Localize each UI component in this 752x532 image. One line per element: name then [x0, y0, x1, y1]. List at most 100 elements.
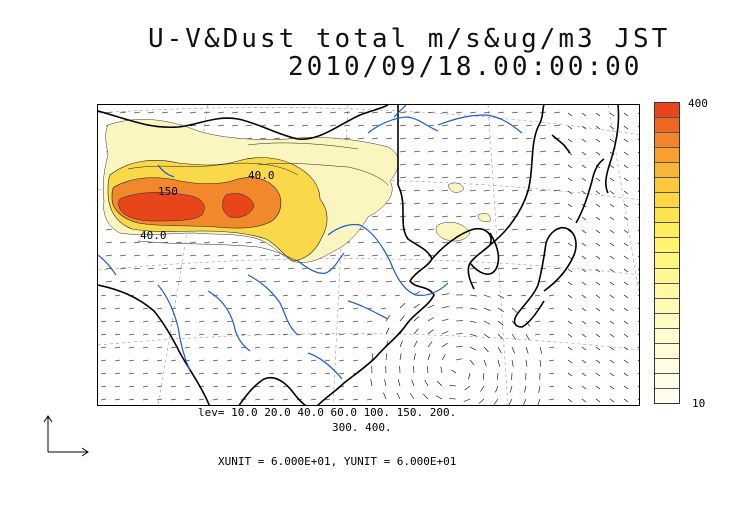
wind-vector	[424, 379, 429, 387]
wind-vector	[310, 320, 317, 323]
wind-vector	[595, 385, 601, 390]
colorbar-cell	[655, 388, 679, 403]
wind-vector	[469, 294, 477, 297]
wind-vector	[534, 320, 541, 323]
wind-vector	[511, 241, 519, 244]
wind-vector	[170, 294, 177, 297]
wind-vector	[637, 164, 639, 167]
wind-vector	[217, 254, 225, 257]
wind-vector	[396, 392, 401, 400]
wind-vector	[217, 267, 225, 270]
wind-vector	[637, 229, 639, 232]
wind-vector	[413, 228, 421, 231]
wind-vector	[567, 333, 573, 338]
wind-vector	[497, 294, 505, 299]
wind-vector	[371, 241, 379, 244]
wind-vector	[441, 176, 449, 179]
colorbar-cell	[655, 103, 679, 119]
wind-vector	[539, 241, 547, 244]
wind-vector	[133, 280, 141, 283]
wind-vector	[385, 202, 393, 205]
wind-vector	[637, 281, 639, 284]
wind-vector	[427, 329, 434, 335]
wind-vector	[441, 305, 449, 309]
wind-vector	[198, 372, 205, 375]
wind-vector	[329, 280, 337, 283]
wind-vector	[245, 241, 253, 244]
wind-vector	[226, 320, 233, 323]
wind-vector	[480, 385, 485, 392]
wind-vector	[259, 254, 267, 257]
wind-vector	[212, 372, 219, 375]
wind-vector	[231, 254, 239, 257]
wind-vector	[133, 254, 141, 257]
wind-vector	[254, 359, 261, 362]
wind-vector	[128, 398, 135, 401]
wind-vector	[343, 124, 351, 127]
wind-vector	[296, 385, 303, 388]
wind-vector	[623, 372, 629, 377]
wind-vector	[357, 280, 365, 283]
wind-vector	[455, 254, 463, 257]
wind-vector	[184, 372, 191, 375]
contour-label-40-south: 40.0	[140, 229, 167, 242]
wind-vector	[523, 398, 527, 405]
wind-vector	[511, 333, 517, 340]
wind-vector	[343, 137, 351, 140]
wind-vector	[497, 359, 500, 367]
colorbar-min-label: 10	[692, 397, 706, 410]
wind-vector	[609, 164, 615, 169]
wind-vector	[441, 293, 449, 296]
wind-vector	[282, 320, 289, 323]
wind-vector	[469, 163, 477, 166]
wind-vector	[441, 267, 449, 270]
wind-vector	[567, 138, 573, 143]
wind-vector	[142, 385, 149, 388]
wind-vector	[259, 137, 267, 140]
wind-vector	[383, 392, 387, 400]
wind-vector	[343, 280, 351, 283]
wind-vector	[548, 346, 555, 349]
wind-vector	[268, 372, 275, 375]
wind-vector	[441, 163, 449, 166]
wind-vector	[483, 202, 491, 205]
wind-vector	[567, 346, 573, 351]
dust-plume-east-2	[477, 213, 491, 222]
wind-vector	[128, 372, 135, 375]
wind-vector	[469, 189, 477, 192]
wind-vector	[352, 346, 359, 349]
wind-vector	[623, 112, 629, 117]
wind-vector	[268, 320, 275, 323]
wind-vector	[567, 112, 573, 117]
wind-vector	[553, 189, 561, 192]
wind-vector	[511, 359, 514, 367]
wind-vector	[427, 341, 433, 348]
wind-vector	[440, 366, 443, 374]
wind-vector	[595, 268, 601, 273]
wind-vector	[609, 359, 615, 364]
wind-vector	[371, 254, 379, 257]
wind-vector	[455, 346, 463, 348]
wind-vector	[142, 359, 149, 362]
wind-vector	[245, 267, 253, 270]
wind-vector	[296, 359, 303, 362]
wind-vector	[595, 125, 601, 130]
wind-vector	[534, 333, 541, 336]
wind-vector	[511, 228, 519, 231]
wind-vector	[567, 294, 573, 299]
wind-vector	[371, 137, 379, 140]
wind-vector	[553, 163, 561, 166]
wind-vector	[464, 385, 471, 391]
wind-vector	[352, 398, 359, 401]
wind-vector	[548, 372, 555, 375]
wind-vector	[581, 138, 587, 143]
wind-vector	[483, 189, 491, 192]
wind-vector	[268, 359, 275, 362]
wind-vector	[539, 189, 547, 192]
wind-vector	[133, 111, 141, 114]
wind-vector	[623, 385, 629, 390]
wind-vector	[105, 280, 113, 283]
wind-vector	[147, 267, 155, 270]
wind-vector	[399, 111, 407, 114]
wind-vector	[497, 228, 505, 231]
